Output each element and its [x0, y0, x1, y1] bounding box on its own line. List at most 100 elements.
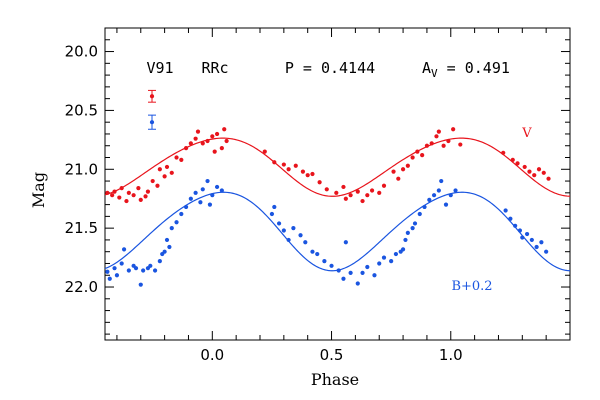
data-point-b [336, 268, 341, 273]
x-tick-label: 0.0 [200, 346, 224, 364]
data-point-v [420, 153, 425, 158]
data-point-v [219, 145, 224, 151]
error-bar-legend [148, 89, 156, 130]
data-point-v [262, 149, 267, 154]
data-point-v [131, 193, 136, 198]
data-point-b [405, 230, 410, 235]
data-point-v [415, 149, 420, 154]
data-point-b [298, 233, 303, 238]
fit-curve-b [104, 191, 571, 272]
data-point-b [272, 204, 277, 210]
data-point-v [451, 127, 456, 132]
data-point-b [105, 269, 110, 274]
data-point-v [377, 190, 382, 195]
data-point-v [532, 173, 537, 178]
data-point-b [210, 193, 215, 198]
data-point-v [405, 163, 410, 168]
period-label: P = 0.4144 [285, 59, 375, 77]
amplitude-label: AV = 0.491 [422, 59, 510, 80]
data-point-b [410, 226, 415, 231]
data-point-v [343, 196, 348, 201]
data-point-b [417, 211, 422, 217]
x-axis-ticks: 0.0 0.5 1.0 [116, 28, 547, 364]
data-point-v [424, 143, 430, 148]
data-point-v [138, 197, 143, 202]
data-point-b [205, 178, 210, 184]
data-point-b [520, 235, 525, 240]
data-point-v [429, 141, 434, 146]
series-label-v: V [521, 126, 532, 141]
data-point-v [369, 188, 375, 193]
data-point-b [436, 188, 441, 193]
data-point-v [527, 169, 532, 174]
data-point-v [155, 183, 160, 188]
data-point-b [303, 240, 308, 245]
data-point-v [324, 187, 329, 192]
y-tick-label: 21.0 [65, 160, 98, 178]
data-point-b [198, 200, 203, 205]
data-point-v [536, 167, 542, 172]
data-point-v [212, 149, 217, 154]
data-point-b [365, 264, 370, 270]
data-point-b [453, 188, 458, 193]
data-point-v [522, 164, 527, 170]
data-point-v [515, 161, 520, 166]
data-point-b [114, 273, 120, 278]
data-point-v [112, 189, 117, 194]
data-point-b [544, 249, 549, 254]
data-point-b [141, 268, 146, 273]
data-point-b [107, 276, 112, 281]
error-bar-point [149, 94, 155, 99]
data-point-v [501, 150, 506, 155]
y-tick-label: 22.0 [65, 278, 98, 296]
y-axis-title: Mag [29, 172, 48, 208]
data-point-b [119, 261, 124, 266]
data-point-v [441, 143, 446, 148]
data-point-v [174, 155, 179, 160]
data-point-b [400, 247, 406, 252]
data-point-b [403, 237, 408, 243]
data-point-v [124, 198, 129, 204]
data-point-v [281, 162, 286, 167]
data-point-b [517, 228, 523, 233]
data-point-b [193, 190, 198, 195]
data-point-v [293, 163, 298, 168]
data-point-v [355, 189, 360, 194]
data-point-v [214, 131, 220, 137]
data-point-v [458, 142, 463, 147]
data-point-v [348, 193, 353, 198]
data-point-b [508, 216, 513, 221]
y-tick-label: 20.5 [65, 101, 98, 119]
data-point-b [348, 270, 353, 275]
data-point-v [436, 129, 441, 134]
data-point-b [112, 266, 117, 271]
data-point-v [305, 173, 310, 178]
data-point-b [377, 261, 382, 266]
data-point-b [152, 268, 158, 273]
data-point-b [341, 276, 346, 281]
data-point-v [510, 157, 515, 162]
data-point-b [269, 211, 275, 217]
y-tick-label: 20.0 [65, 43, 98, 61]
data-point-v [541, 170, 546, 175]
data-point-b [427, 197, 432, 202]
data-point-b [539, 240, 544, 245]
x-axis-title: Phase [311, 370, 359, 389]
data-points [105, 127, 551, 287]
data-point-b [372, 273, 377, 278]
amplitude-subscript: V [431, 67, 438, 80]
data-point-v [164, 164, 170, 170]
data-point-b [200, 187, 205, 192]
data-point-b [179, 211, 184, 217]
data-point-v [272, 160, 277, 165]
data-point-b [329, 263, 334, 268]
data-point-v [110, 193, 115, 198]
data-point-v [145, 189, 151, 194]
data-point-v [162, 174, 167, 179]
data-point-b [360, 270, 365, 275]
data-point-b [148, 263, 153, 268]
data-point-b [422, 204, 427, 210]
data-point-v [117, 195, 122, 200]
data-point-v [310, 171, 315, 177]
